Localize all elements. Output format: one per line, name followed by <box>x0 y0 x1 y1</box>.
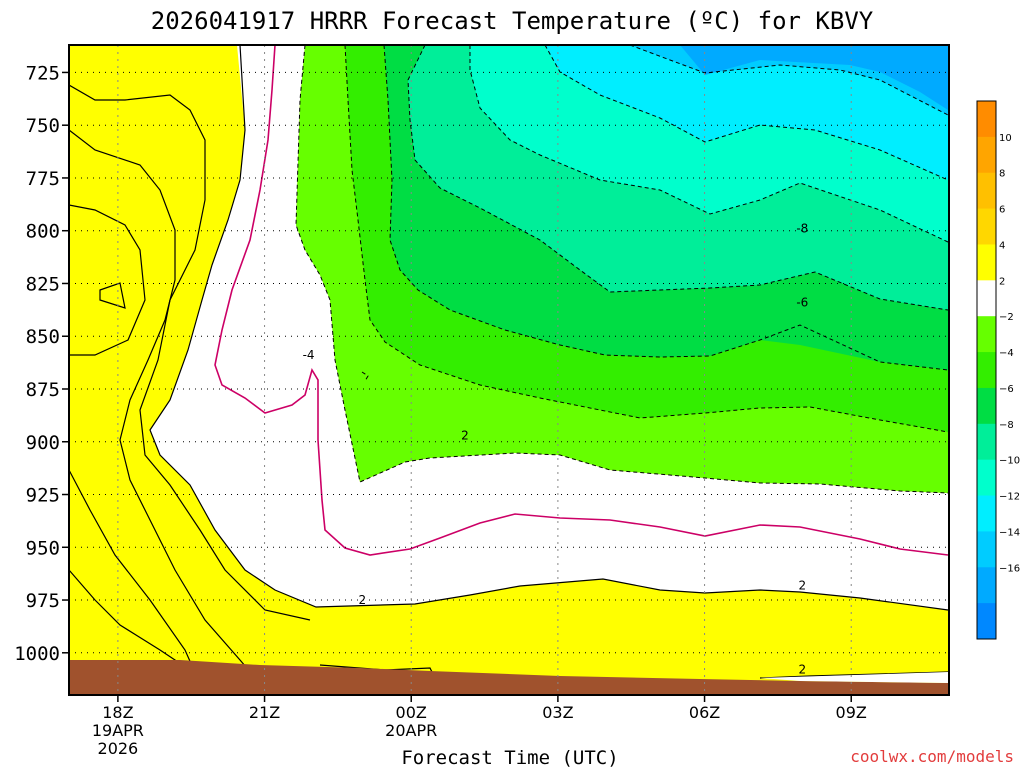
fill-band-g6 <box>545 45 948 180</box>
y-tick-label: 875 <box>26 379 60 401</box>
colorbar-legend: 10 8 6 4 2 −2 −4 −6 −8 −10 −12 −14 −16 <box>976 100 1020 640</box>
contour-label: 2 <box>359 593 367 607</box>
colorbar-swatch <box>977 208 996 245</box>
colorbar-swatch <box>977 172 996 210</box>
colorbar-label: −4 <box>999 348 1014 359</box>
colorbar-swatch <box>977 244 996 281</box>
x-tick-date: 19APR <box>92 721 144 740</box>
y-tick-label: 925 <box>26 485 60 507</box>
colorbar-swatch <box>977 603 996 640</box>
contour-lines-warm <box>69 45 949 695</box>
x-tick-label: 09Z <box>836 703 867 722</box>
fill-band-w <box>150 45 948 610</box>
x-tick-year: 2026 <box>98 739 139 758</box>
y-tick-label: 950 <box>26 537 60 559</box>
y-axis: 725 750 775 800 825 850 875 900 925 950 975 1000 <box>14 62 69 665</box>
y-tick-label: 800 <box>26 221 60 243</box>
x-tick-label: 18Z <box>102 703 133 722</box>
fill-band-g8 <box>680 45 948 110</box>
contour-label: 2 <box>799 578 807 592</box>
plot-area: 2 2 2 2 -8 -6 -4 725 750 775 800 825 850 875 900 925 95… <box>14 44 950 758</box>
colorbar-swatch <box>977 567 996 604</box>
y-tick-label: 775 <box>26 168 60 190</box>
x-axis-title: Forecast Time (UTC) <box>401 747 618 768</box>
y-tick-label: 750 <box>26 115 60 137</box>
credit-text: coolwx.com/models <box>850 747 1014 766</box>
contour-labels: 2 2 2 2 -8 -6 -4 <box>303 222 809 677</box>
colorbar-frame <box>976 100 997 640</box>
freezing-isotherm-line <box>214 45 949 556</box>
colorbar-label: 8 <box>999 169 1005 180</box>
colorbar-label: 4 <box>999 240 1005 251</box>
ground-fill <box>69 660 948 695</box>
fill-band-c2 <box>69 45 948 695</box>
colorbar-label: −6 <box>999 384 1014 395</box>
x-tick-label: 00Z <box>396 703 427 722</box>
colorbar-swatch <box>977 531 996 568</box>
chart-title: 2026041917 HRRR Forecast Temperature (ºC… <box>151 7 874 35</box>
x-tick-label: 21Z <box>249 703 280 722</box>
y-tick-label: 725 <box>26 62 60 84</box>
contour-label: 2 <box>461 428 469 442</box>
colorbar-swatch <box>977 316 996 353</box>
contour-label: -8 <box>796 222 808 236</box>
contour-lines-cold <box>295 45 949 494</box>
colorbar-label: −8 <box>999 420 1014 431</box>
y-tick-label: 850 <box>26 326 60 348</box>
colorbar-label: −16 <box>999 563 1020 574</box>
colorbar-swatch <box>977 136 996 174</box>
colorbar-label: −14 <box>999 527 1020 538</box>
x-tick-date: 20APR <box>385 721 437 740</box>
colorbar-label: 6 <box>999 205 1005 216</box>
colorbar-label: −10 <box>999 456 1020 467</box>
colorbar-swatch <box>977 387 996 425</box>
colorbar-label: 2 <box>999 276 1005 287</box>
x-tick-label: 03Z <box>542 703 573 722</box>
ground-top-edge <box>760 672 948 683</box>
colorbar-swatch <box>977 101 996 138</box>
colorbar-label: −12 <box>999 492 1020 503</box>
colorbar-label: 10 <box>999 133 1012 144</box>
y-tick-label: 1000 <box>14 643 60 665</box>
colorbar-swatch <box>977 459 996 497</box>
contour-label: -6 <box>796 295 808 309</box>
colorbar-swatch <box>977 423 996 461</box>
contour-label: 2 <box>799 663 807 677</box>
contour-label: -4 <box>303 348 315 362</box>
plot-frame <box>68 44 950 696</box>
y-tick-label: 825 <box>26 273 60 295</box>
x-tick-label: 06Z <box>689 703 720 722</box>
colorbar-swatch <box>977 280 996 317</box>
y-tick-label: 975 <box>26 590 60 612</box>
colorbar-swatch <box>977 352 996 389</box>
colorbar-label: −2 <box>999 312 1014 323</box>
y-tick-label: 900 <box>26 432 60 454</box>
colorbar-swatch <box>977 495 996 532</box>
